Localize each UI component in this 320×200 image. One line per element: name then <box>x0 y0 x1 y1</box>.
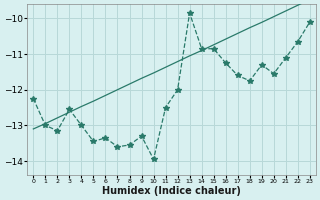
X-axis label: Humidex (Indice chaleur): Humidex (Indice chaleur) <box>102 186 241 196</box>
